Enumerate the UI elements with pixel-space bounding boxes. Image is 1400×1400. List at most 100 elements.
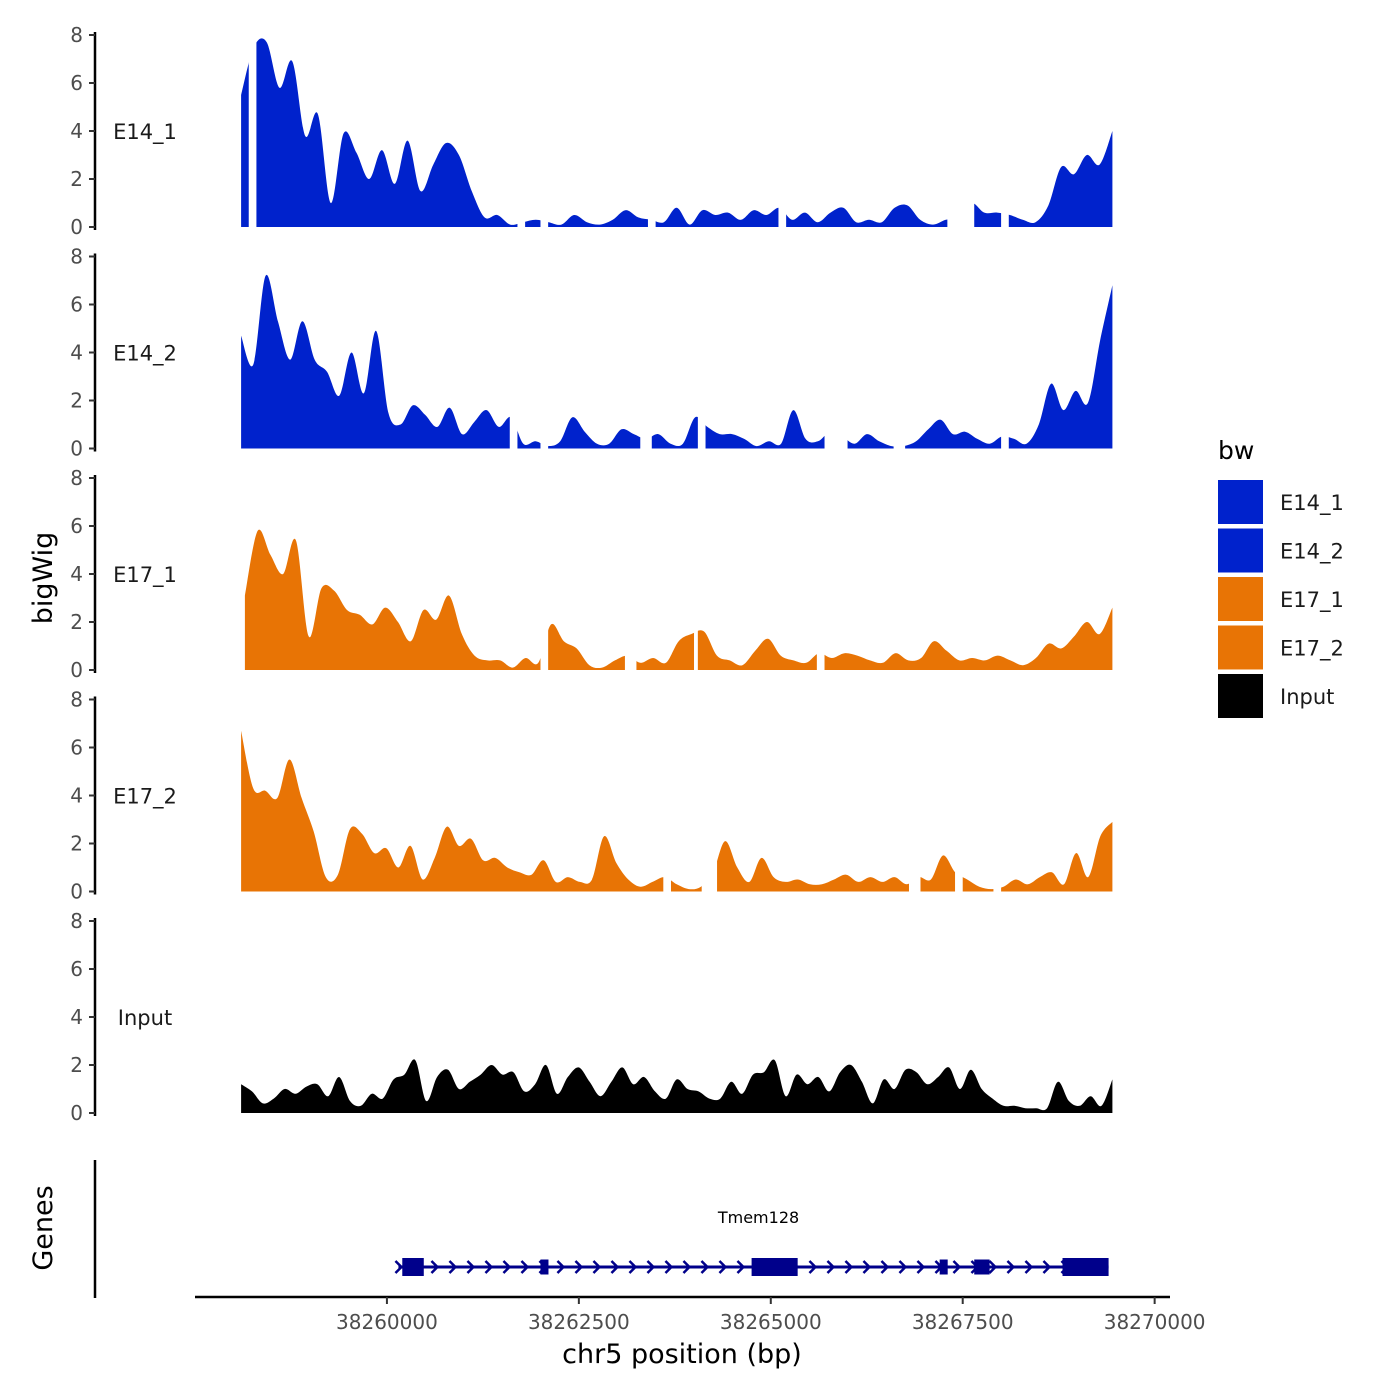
strand-arrow <box>1024 1260 1034 1274</box>
y-tick-label: 4 <box>70 119 83 143</box>
y-tick-label: 2 <box>70 389 83 413</box>
coverage-gap <box>694 474 698 671</box>
legend-label-Input: Input <box>1280 685 1334 709</box>
y-tick-label: 0 <box>70 880 83 904</box>
strand-arrow <box>880 1260 890 1274</box>
y-tick-label: 2 <box>70 1053 83 1077</box>
strand-arrow <box>484 1260 494 1274</box>
strand-arrow <box>862 1260 872 1274</box>
coverage-gap <box>640 252 652 450</box>
strand-arrow <box>952 1260 962 1274</box>
y-tick-label: 6 <box>70 293 83 317</box>
strand-arrow <box>502 1260 512 1274</box>
x-axis-title: chr5 position (bp) <box>562 1339 802 1370</box>
track-label: E14_2 <box>113 342 177 367</box>
strand-arrow <box>448 1260 458 1274</box>
track-label: E17_1 <box>113 563 177 588</box>
coverage-gap <box>1001 31 1009 228</box>
coverage-gap <box>816 474 825 671</box>
track-panel-Input: 0 2 4 6 8 Input <box>70 909 1113 1125</box>
y-tick-label: 6 <box>70 736 83 760</box>
coverage-gap <box>824 252 848 450</box>
strand-arrow <box>664 1260 674 1274</box>
coverage-gap <box>778 31 787 228</box>
coverage-gap <box>1001 252 1009 450</box>
gene-name-label: Tmem128 <box>717 1208 799 1227</box>
y-tick-label: 0 <box>70 215 83 239</box>
strand-arrow <box>736 1260 746 1274</box>
strand-arrow <box>808 1260 818 1274</box>
coverage-gap <box>955 695 963 893</box>
coverage-gap <box>893 252 906 450</box>
strand-arrow <box>430 1260 440 1274</box>
gene-exon <box>1062 1258 1109 1276</box>
y-tick-label: 4 <box>70 562 83 586</box>
coverage-area-Input <box>241 1059 1113 1113</box>
x-axis: 38260000 38262500 38265000 38267500 38270000 <box>195 1295 1206 1334</box>
y-tick-label: 6 <box>70 71 83 95</box>
track-panel-E14_1: 0 2 4 6 8 E14_1 <box>70 23 1113 239</box>
strand-arrow <box>628 1260 638 1274</box>
y-tick-label: 8 <box>70 909 83 933</box>
y-tick-label: 8 <box>70 466 83 490</box>
y-tick-label: 8 <box>70 23 83 47</box>
legend: bw E14_1 E14_2 E17_1 E17_2 Input <box>1218 436 1344 718</box>
strand-arrow <box>574 1260 584 1274</box>
track-panel-E14_2: 0 2 4 6 8 E14_2 <box>70 245 1113 461</box>
coverage-gap <box>697 252 706 450</box>
legend-key-E14_2 <box>1218 528 1263 573</box>
x-tick-label: 38267500 <box>912 1310 1014 1334</box>
y-tick-label: 0 <box>70 437 83 461</box>
gene-exon <box>751 1258 798 1276</box>
y-tick-label: 4 <box>70 1005 83 1029</box>
y-tick-label: 0 <box>70 1101 83 1125</box>
gene-exon <box>540 1259 549 1275</box>
legend-key-Input <box>1218 674 1263 718</box>
coverage-gap <box>248 31 257 228</box>
legend-title: bw <box>1218 436 1254 465</box>
track-label: E17_2 <box>113 785 177 810</box>
coverage-area-E14_1 <box>241 38 1113 227</box>
strand-arrow <box>988 1260 998 1274</box>
y-tick-label: 8 <box>70 245 83 269</box>
legend-label-E17_2: E17_2 <box>1280 637 1344 662</box>
y-tick-label: 6 <box>70 957 83 981</box>
legend-label-E17_1: E17_1 <box>1280 588 1344 613</box>
strand-arrow <box>898 1260 908 1274</box>
strand-arrow <box>646 1260 656 1274</box>
strand-arrow <box>826 1260 836 1274</box>
y-tick-label: 2 <box>70 832 83 856</box>
legend-key-E17_1 <box>1218 577 1263 621</box>
track-label: Input <box>118 1006 172 1030</box>
y-tick-label: 2 <box>70 167 83 191</box>
strand-arrow <box>700 1260 710 1274</box>
track-panel-E17_2: 0 2 4 6 8 E17_2 <box>70 688 1113 904</box>
legend-label-E14_2: E14_2 <box>1280 540 1344 565</box>
x-tick-label: 38260000 <box>336 1310 438 1334</box>
coverage-gap <box>947 31 975 228</box>
coverage-gap <box>663 695 671 893</box>
strand-arrow <box>610 1260 620 1274</box>
strand-arrow <box>1006 1260 1016 1274</box>
x-tick-label: 38270000 <box>1104 1310 1206 1334</box>
coverage-gap <box>624 474 637 671</box>
track-label: E14_1 <box>113 120 177 145</box>
legend-key-E14_1 <box>1218 480 1263 524</box>
strand-arrow <box>682 1260 692 1274</box>
strand-arrow <box>466 1260 476 1274</box>
y-tick-label: 6 <box>70 514 83 538</box>
gene-track: Tmem128 <box>93 1160 1109 1298</box>
coverage-area-E14_2 <box>241 274 1113 449</box>
y-tick-label: 2 <box>70 610 83 634</box>
coverage-gap <box>540 252 549 450</box>
track-panel-E17_1: 0 2 4 6 8 E17_1 <box>70 466 1113 682</box>
gene-exon <box>974 1259 990 1275</box>
gene-exon <box>939 1259 948 1275</box>
y-axis-title: bigWig <box>28 532 59 625</box>
coverage-gap <box>540 474 549 671</box>
strand-arrow <box>916 1260 926 1274</box>
strand-arrow <box>394 1260 404 1274</box>
strand-arrow <box>844 1260 854 1274</box>
coverage-gap <box>908 695 921 893</box>
